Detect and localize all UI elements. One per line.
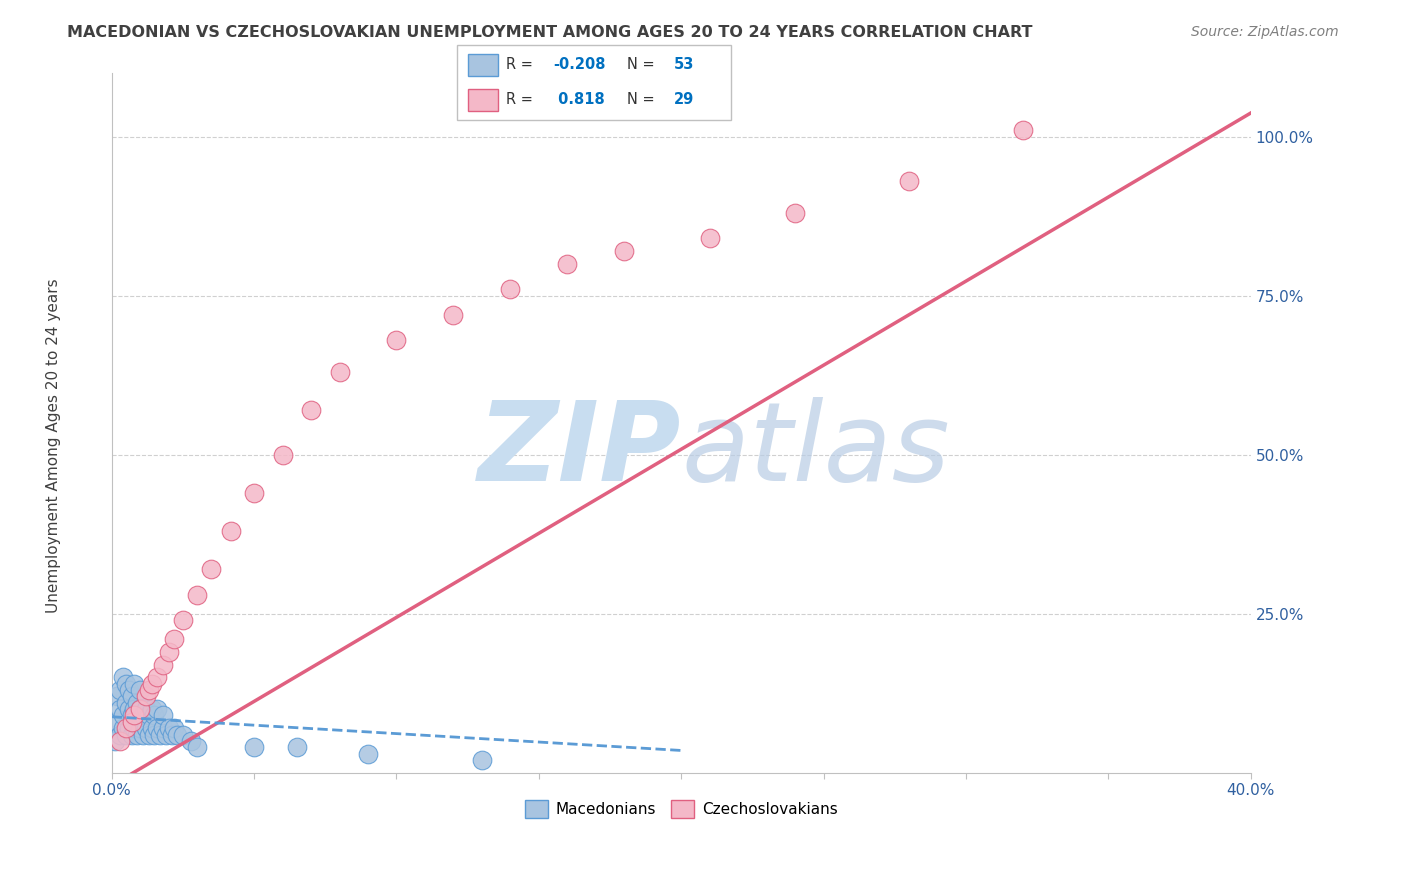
Point	[129, 683, 152, 698]
Point	[124, 721, 146, 735]
Bar	[468, 54, 498, 77]
Point	[155, 728, 177, 742]
Point	[115, 721, 138, 735]
Point	[110, 683, 132, 698]
Point	[157, 645, 180, 659]
Point	[163, 721, 186, 735]
Point	[328, 365, 350, 379]
Point	[135, 721, 157, 735]
Point	[110, 702, 132, 716]
Point	[112, 721, 135, 735]
Point	[112, 708, 135, 723]
Point	[898, 174, 921, 188]
Point	[129, 721, 152, 735]
Point	[141, 676, 163, 690]
Point	[186, 588, 208, 602]
Text: Unemployment Among Ages 20 to 24 years: Unemployment Among Ages 20 to 24 years	[46, 278, 60, 614]
Point	[143, 708, 166, 723]
Point	[121, 714, 143, 729]
Point	[299, 403, 322, 417]
Point	[499, 282, 522, 296]
Point	[271, 448, 294, 462]
Point	[115, 676, 138, 690]
Point	[105, 714, 128, 729]
Point	[132, 708, 155, 723]
Point	[471, 753, 494, 767]
Point	[243, 740, 266, 755]
Point	[138, 728, 160, 742]
Point	[103, 734, 125, 748]
Text: N =: N =	[627, 57, 659, 72]
Point	[121, 728, 143, 742]
Point	[141, 702, 163, 716]
Point	[149, 728, 172, 742]
Point	[285, 740, 308, 755]
Point	[118, 721, 141, 735]
Point	[385, 333, 408, 347]
Point	[146, 721, 169, 735]
Point	[152, 708, 174, 723]
Point	[105, 690, 128, 704]
Point	[129, 702, 152, 716]
Point	[357, 747, 380, 761]
Point	[121, 708, 143, 723]
Legend: Macedonians, Czechoslovakians: Macedonians, Czechoslovakians	[519, 794, 844, 824]
Point	[613, 244, 636, 259]
Point	[172, 728, 194, 742]
Point	[110, 734, 132, 748]
Point	[699, 231, 721, 245]
Point	[118, 702, 141, 716]
Point	[124, 702, 146, 716]
Point	[163, 632, 186, 647]
Point	[146, 702, 169, 716]
Point	[785, 206, 807, 220]
Point	[146, 670, 169, 684]
Text: R =: R =	[506, 57, 538, 72]
Text: atlas: atlas	[682, 397, 950, 504]
Text: N =: N =	[627, 93, 659, 107]
Point	[166, 728, 188, 742]
Text: R =: R =	[506, 93, 538, 107]
Text: MACEDONIAN VS CZECHOSLOVAKIAN UNEMPLOYMENT AMONG AGES 20 TO 24 YEARS CORRELATION: MACEDONIAN VS CZECHOSLOVAKIAN UNEMPLOYME…	[67, 25, 1033, 40]
Text: Source: ZipAtlas.com: Source: ZipAtlas.com	[1191, 25, 1339, 39]
Point	[186, 740, 208, 755]
Text: 53: 53	[673, 57, 695, 72]
Point	[127, 696, 149, 710]
Point	[172, 613, 194, 627]
Point	[127, 728, 149, 742]
Point	[112, 670, 135, 684]
Point	[138, 708, 160, 723]
Point	[135, 690, 157, 704]
Point	[129, 702, 152, 716]
Point	[160, 728, 183, 742]
Point	[180, 734, 202, 748]
Bar	[468, 88, 498, 112]
Point	[135, 702, 157, 716]
Point	[1012, 123, 1035, 137]
Point	[443, 308, 465, 322]
Point	[152, 657, 174, 672]
Point	[115, 696, 138, 710]
Point	[118, 683, 141, 698]
Point	[141, 721, 163, 735]
Point	[221, 524, 243, 538]
Point	[124, 708, 146, 723]
Point	[110, 728, 132, 742]
Text: ZIP: ZIP	[478, 397, 682, 504]
Point	[200, 562, 222, 576]
Text: -0.208: -0.208	[553, 57, 606, 72]
Point	[157, 721, 180, 735]
Point	[124, 676, 146, 690]
Point	[138, 683, 160, 698]
Point	[243, 486, 266, 500]
Text: 0.818: 0.818	[553, 93, 605, 107]
Point	[132, 728, 155, 742]
Point	[152, 721, 174, 735]
Point	[121, 690, 143, 704]
Text: 29: 29	[673, 93, 693, 107]
Point	[115, 728, 138, 742]
Point	[557, 257, 579, 271]
Point	[143, 728, 166, 742]
